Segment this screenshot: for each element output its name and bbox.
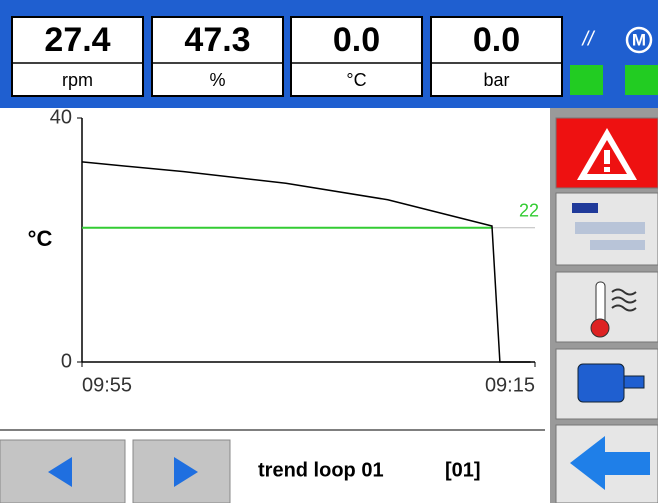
- readout-box: [290, 16, 423, 97]
- next-arrow: [174, 457, 198, 487]
- y-axis-label: °C: [28, 226, 53, 251]
- status-led: [625, 65, 658, 95]
- alarm-icon-mark: [604, 150, 610, 164]
- readout-value: 0.0: [333, 21, 380, 59]
- reference-label: 22: [519, 201, 539, 221]
- readout-unit: %: [209, 70, 225, 90]
- readout-value: 47.3: [184, 21, 250, 59]
- motor-indicator: M: [632, 30, 646, 49]
- menu-icon: [575, 222, 645, 234]
- alarm-icon-dot: [604, 167, 610, 172]
- status-led: [570, 65, 603, 95]
- prev-arrow: [48, 457, 72, 487]
- thermometer-bulb: [590, 318, 610, 338]
- readout-box: [151, 16, 284, 97]
- y-tick-label: 0: [61, 350, 72, 372]
- readout-unit: °C: [346, 70, 366, 90]
- y-tick-label: 40: [50, 106, 72, 128]
- menu-icon: [590, 240, 645, 250]
- plot: 0 40 09:55 09:15 22: [50, 106, 539, 396]
- readout-value: 27.4: [44, 21, 110, 59]
- link-indicator: //: [580, 28, 596, 50]
- trend-index: [01]: [445, 459, 481, 481]
- heat-icon: [611, 288, 637, 312]
- motor-shaft: [623, 375, 645, 389]
- x-tick-label: 09:15: [485, 374, 535, 396]
- back-arrow: [570, 436, 650, 490]
- readout-box: [11, 16, 144, 97]
- trend-title: trend loop 01: [258, 459, 384, 481]
- readout-box: [430, 16, 563, 97]
- readout-unit: bar: [483, 70, 509, 90]
- trend-line: [81, 161, 531, 363]
- thermometer-icon: [595, 281, 606, 325]
- readout-value: 0.0: [473, 21, 520, 59]
- x-tick-label: 09:55: [82, 374, 132, 396]
- menu-icon: [572, 203, 598, 213]
- motor-indicator-ring: [625, 26, 653, 54]
- readout-unit: rpm: [62, 70, 93, 90]
- motor-icon: [577, 363, 625, 403]
- readouts: 27.4 rpm 47.3% 0.0 °C 0.0 bar: [11, 16, 563, 97]
- prev-button[interactable]: [0, 439, 126, 503]
